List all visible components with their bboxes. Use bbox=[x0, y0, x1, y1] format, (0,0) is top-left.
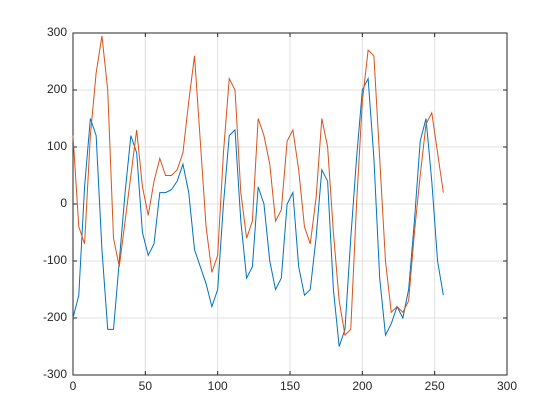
data-line bbox=[72, 35, 444, 337]
x-tick-label: 50 bbox=[139, 379, 153, 393]
y-tick-label: 0 bbox=[60, 196, 67, 210]
y-tick-label: 100 bbox=[47, 139, 67, 153]
x-tick-label: 100 bbox=[208, 379, 228, 393]
plot-frame bbox=[72, 32, 508, 376]
x-tick-label: 0 bbox=[70, 379, 77, 393]
x-tick-label: 200 bbox=[352, 379, 372, 393]
x-tick-label: 300 bbox=[497, 379, 517, 393]
y-tick-label: -300 bbox=[43, 367, 67, 381]
y-tick-label: 200 bbox=[47, 82, 67, 96]
y-tick-label: -200 bbox=[43, 310, 67, 324]
x-tick-label: 250 bbox=[425, 379, 445, 393]
y-tick-label: -100 bbox=[43, 253, 67, 267]
y-tick-label: 300 bbox=[47, 25, 67, 39]
x-tick-label: 150 bbox=[280, 379, 300, 393]
